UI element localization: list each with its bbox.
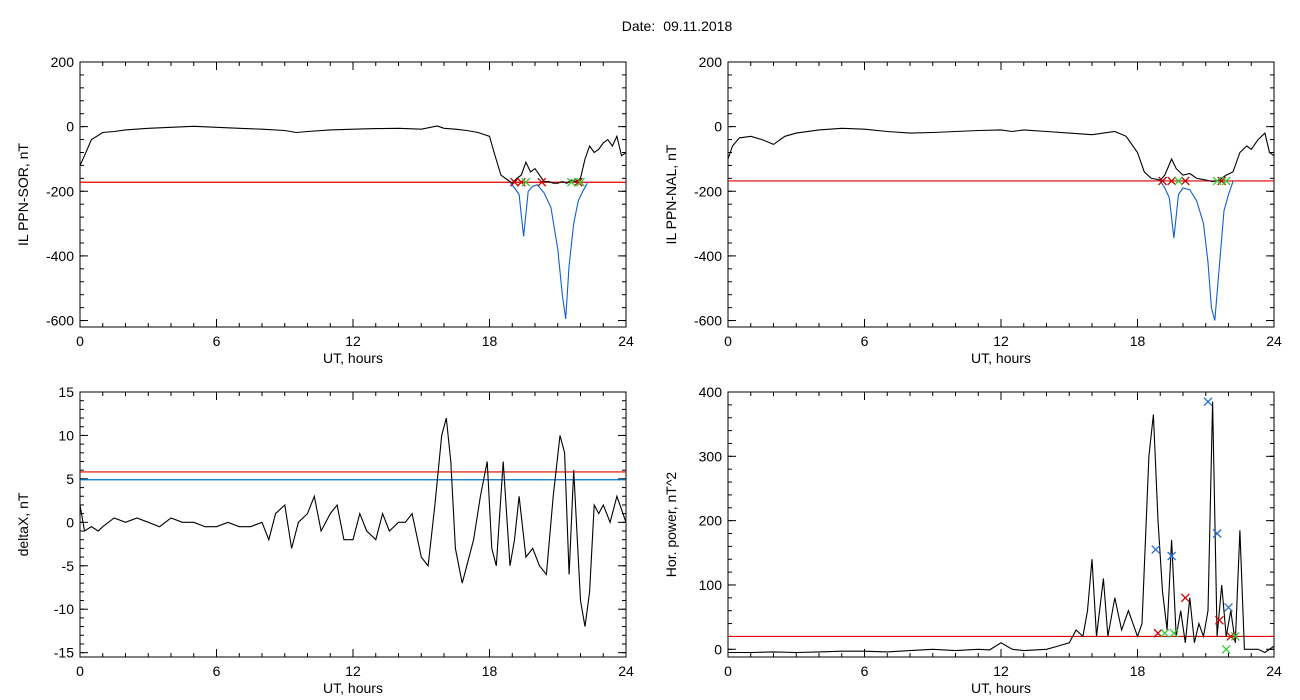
marker-green [1169, 628, 1179, 638]
y-tick-label: -400 [46, 248, 74, 264]
date-title: Date: 09.11.2018 [0, 18, 1300, 34]
x-tick-label: 6 [213, 663, 221, 679]
series-line-black [80, 417, 626, 627]
series-line-blue [1159, 180, 1234, 321]
x-tick-label: 18 [482, 663, 498, 679]
y-tick-label: 300 [699, 448, 723, 464]
marker-red [1214, 615, 1224, 625]
y-tick-label: -200 [46, 183, 74, 199]
x-tick-label: 6 [213, 333, 221, 349]
y-tick-label: 0 [714, 119, 722, 135]
date-value: 09.11.2018 [663, 18, 733, 34]
marker-blue [1151, 545, 1161, 555]
y-tick-label: -10 [54, 601, 74, 617]
y-tick-label: 200 [51, 54, 75, 70]
panel-sor: 0 6 12 18 24 200 0 -200 -400 -600 UT, hours IL PPN-… [15, 54, 634, 366]
x-tick-label: 12 [345, 663, 361, 679]
y-tick-label: 100 [699, 577, 723, 593]
panel-deltax: 0 6 12 18 24 15 10 5 0 -5 -10 -15 UT, hours deltaX, n… [15, 384, 634, 696]
x-tick-label: 0 [76, 663, 84, 679]
marker-red [1153, 628, 1163, 638]
x-tick-label: 18 [1130, 333, 1146, 349]
marker-green [521, 177, 531, 187]
x-tick-label: 24 [618, 333, 634, 349]
y-tick-label: 400 [699, 384, 723, 400]
plot-area [80, 125, 626, 319]
marker-red [1180, 176, 1190, 186]
x-axis-label: UT, hours [971, 680, 1031, 696]
x-tick-label: 12 [993, 333, 1009, 349]
y-tick-label: -200 [694, 183, 722, 199]
x-tick-label: 12 [993, 663, 1009, 679]
plot-area [80, 417, 626, 627]
x-tick-label: 24 [1266, 663, 1282, 679]
marker-red [510, 177, 519, 187]
marker-red [537, 177, 547, 187]
marker-green [576, 177, 585, 187]
y-tick-label: -400 [694, 248, 722, 264]
y-tick-label: 0 [66, 119, 74, 135]
date-label: Date: [621, 18, 656, 34]
series-line-black [80, 125, 626, 184]
x-tick-label: 0 [724, 663, 732, 679]
marker-blue [1203, 397, 1213, 407]
panel-power: 0 6 12 18 24 400 300 200 100 0 UT, hours Hor. power… [663, 384, 1282, 696]
x-tick-label: 6 [861, 663, 869, 679]
series-line-blue [509, 181, 588, 319]
marker-green [1160, 628, 1170, 638]
y-axis-label: IL PPN-NAL, nT [663, 144, 679, 244]
marker-green [1221, 644, 1231, 654]
y-axis-label: deltaX, nT [15, 492, 31, 556]
y-tick-label: 200 [699, 513, 723, 529]
x-tick-label: 24 [618, 663, 634, 679]
x-tick-label: 18 [482, 333, 498, 349]
series-line-black [728, 127, 1274, 183]
marker-blue [1212, 529, 1222, 538]
marker-red [573, 177, 583, 187]
x-axis-label: UT, hours [323, 680, 383, 696]
marker-green [1212, 176, 1222, 186]
y-axis-label: Hor. power, nT^2 [663, 472, 679, 578]
y-tick-label: -600 [46, 313, 74, 329]
panel-nal: 0 6 12 18 24 200 0 -200 -400 -600 UT, hours IL PPN-… [663, 54, 1282, 366]
y-tick-label: 0 [714, 641, 722, 657]
x-axis-label: UT, hours [323, 350, 383, 366]
y-axis-label: IL PPN-SOR, nT [15, 143, 31, 246]
x-tick-label: 0 [76, 333, 84, 349]
y-tick-label: 0 [66, 514, 74, 530]
marker-blue [1167, 551, 1177, 561]
x-tick-label: 0 [724, 333, 732, 349]
x-tick-label: 6 [861, 333, 869, 349]
x-tick-label: 18 [1130, 663, 1146, 679]
marker-blue [1224, 603, 1233, 612]
y-tick-label: 200 [699, 54, 723, 70]
plot-frame [79, 61, 627, 328]
plot-area [728, 127, 1274, 321]
y-tick-label: -5 [62, 558, 75, 574]
marker-green [1173, 176, 1183, 186]
y-tick-label: 15 [58, 384, 74, 400]
y-tick-label: -600 [694, 313, 722, 329]
marker-red [1180, 593, 1190, 603]
y-tick-label: 5 [66, 471, 74, 487]
x-tick-label: 24 [1266, 333, 1282, 349]
marker-green [1221, 176, 1231, 186]
marker-green [566, 177, 576, 187]
marker-red [1158, 176, 1167, 186]
marker-green [1230, 631, 1240, 641]
series-line-black [728, 401, 1274, 654]
y-tick-label: -15 [54, 645, 74, 661]
x-axis-label: UT, hours [971, 350, 1031, 366]
plot-area [728, 397, 1274, 654]
x-tick-label: 12 [345, 333, 361, 349]
y-tick-label: 10 [58, 427, 74, 443]
marker-red [1167, 176, 1177, 186]
